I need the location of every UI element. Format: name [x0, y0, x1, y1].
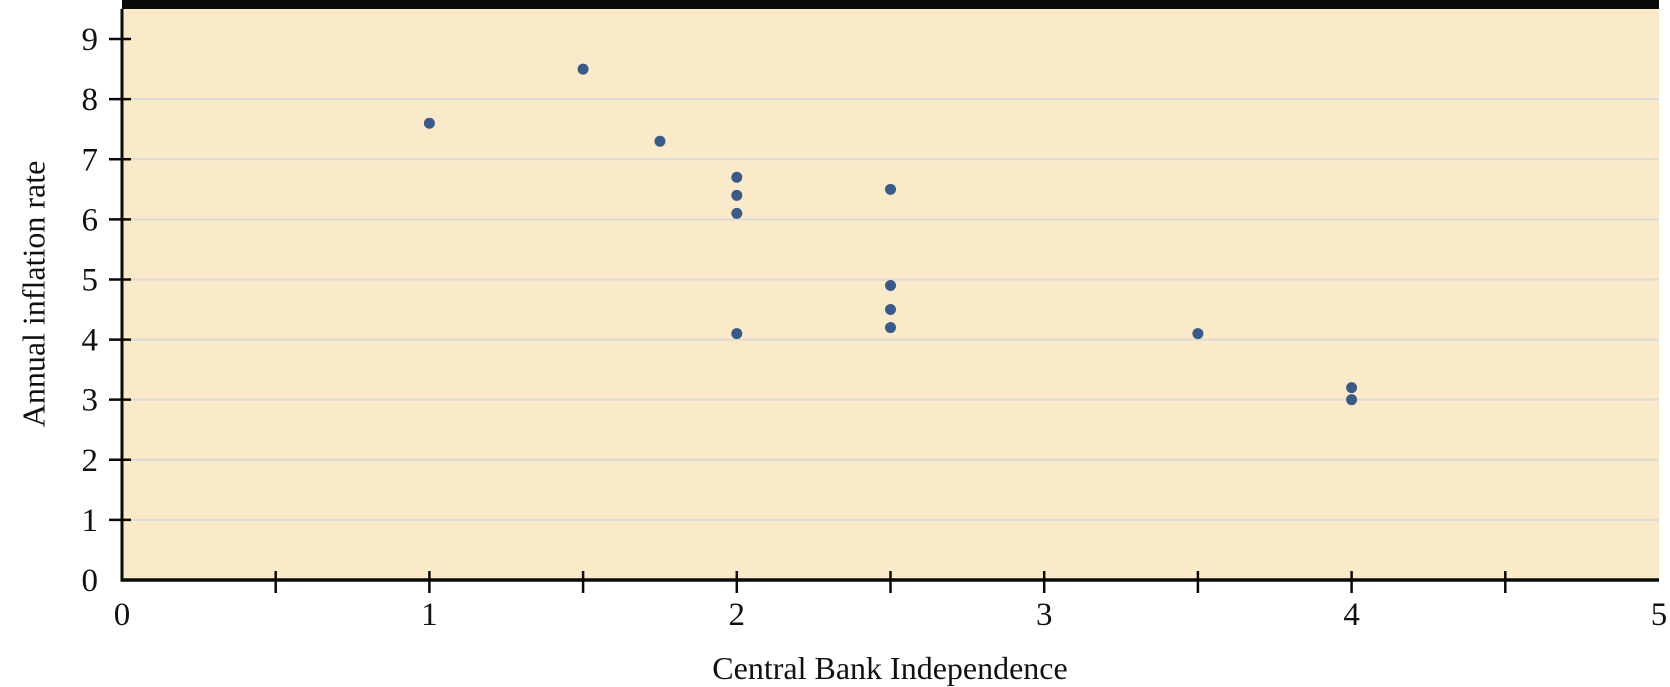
data-point	[731, 171, 743, 183]
plot-top-border	[122, 0, 1659, 9]
data-point	[885, 279, 896, 291]
y-tick-label: 4	[82, 323, 99, 359]
data-point	[885, 304, 896, 316]
y-tick-label: 2	[82, 443, 99, 479]
data-point	[1346, 382, 1358, 394]
y-tick-label: 3	[82, 383, 99, 419]
y-axis-title: Annual inflation rate	[15, 160, 52, 428]
y-tick-label: 8	[82, 82, 99, 118]
x-tick-label: 3	[1036, 597, 1053, 633]
data-point	[423, 117, 435, 129]
data-point	[885, 183, 896, 195]
y-tick-label: 6	[82, 202, 99, 238]
y-tick-label: 7	[82, 142, 99, 178]
y-tick-label: 1	[82, 503, 99, 539]
data-point	[577, 63, 589, 75]
y-tick-label: 0	[82, 563, 99, 599]
data-point	[654, 135, 666, 147]
data-point	[1346, 394, 1358, 406]
x-tick-label: 1	[421, 597, 438, 633]
x-tick-label: 5	[1651, 597, 1668, 633]
data-point	[731, 328, 743, 340]
data-point	[731, 207, 743, 219]
x-tick-label: 2	[729, 597, 746, 633]
data-point	[1192, 328, 1204, 340]
x-tick-label: 0	[114, 597, 131, 633]
y-tick-label: 9	[82, 22, 99, 58]
x-tick-label: 4	[1343, 597, 1360, 633]
data-point	[731, 189, 743, 201]
y-tick-label: 5	[82, 262, 99, 298]
x-axis-title: Central Bank Independence	[712, 650, 1068, 686]
plot-area	[122, 9, 1659, 580]
data-point	[885, 322, 896, 334]
